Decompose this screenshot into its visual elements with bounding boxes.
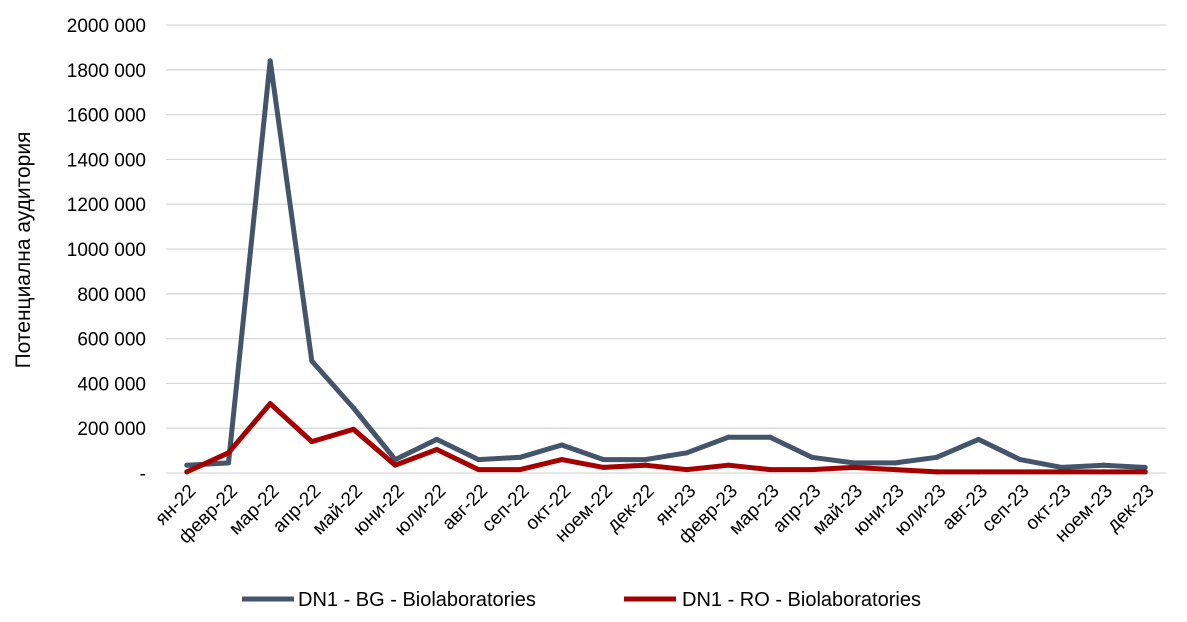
series-lines bbox=[184, 58, 1148, 475]
data-point bbox=[726, 462, 731, 468]
data-point bbox=[184, 469, 190, 475]
y-tick-label: 200 000 bbox=[77, 419, 146, 440]
data-point bbox=[976, 436, 981, 442]
y-tick-label: 1800 000 bbox=[67, 61, 146, 82]
legend: DN1 - BG - Biolaboratories DN1 - RO - Bio… bbox=[242, 589, 921, 611]
legend-label: DN1 - BG - Biolaboratories bbox=[298, 589, 536, 611]
data-point bbox=[226, 450, 231, 456]
data-point bbox=[851, 460, 856, 466]
y-tick-label: 800 000 bbox=[77, 285, 146, 306]
data-point bbox=[1142, 464, 1148, 470]
y-tick-label: 1000 000 bbox=[67, 240, 146, 261]
data-point bbox=[767, 434, 773, 440]
data-point bbox=[1017, 469, 1023, 475]
data-point bbox=[601, 457, 606, 463]
data-point bbox=[1142, 469, 1148, 475]
series-line-2 bbox=[184, 401, 1148, 475]
y-axis-ticks: - 200 000 400 000 600 000 800 000 1000 000 120… bbox=[67, 16, 146, 485]
data-point bbox=[267, 401, 273, 407]
y-tick-label: 400 000 bbox=[77, 374, 146, 395]
data-point bbox=[1017, 457, 1023, 463]
data-point bbox=[851, 464, 856, 470]
data-point bbox=[601, 464, 606, 470]
data-point bbox=[1101, 469, 1106, 475]
data-point bbox=[351, 405, 356, 411]
data-point bbox=[767, 467, 773, 473]
y-tick-label: 1200 000 bbox=[67, 195, 146, 216]
x-axis-ticks: ян-22февр-22мар-22апр-22май-22юни-22юли-… bbox=[151, 481, 1158, 548]
legend-item: DN1 - BG - Biolaboratories bbox=[242, 589, 536, 611]
x-tick-label: дек-22 bbox=[603, 481, 658, 536]
data-point bbox=[642, 457, 648, 463]
data-point bbox=[809, 467, 815, 473]
data-point bbox=[809, 454, 815, 460]
data-point bbox=[642, 462, 648, 468]
x-tick-label: сеп-23 bbox=[978, 481, 1034, 537]
series-line-1 bbox=[184, 58, 1148, 470]
x-tick-label: сеп-22 bbox=[478, 481, 534, 537]
data-point bbox=[434, 436, 440, 442]
data-point bbox=[517, 467, 523, 473]
data-point bbox=[434, 446, 440, 452]
data-point bbox=[517, 454, 523, 460]
legend-label: DN1 - RO - Biolaboratories bbox=[682, 589, 921, 611]
data-point bbox=[226, 460, 231, 466]
data-point bbox=[1059, 469, 1065, 475]
data-point bbox=[976, 469, 981, 475]
gridlines bbox=[166, 24, 1166, 474]
y-axis-title: Потенциална аудитория bbox=[12, 132, 35, 369]
data-point bbox=[684, 450, 690, 456]
data-point bbox=[1059, 464, 1065, 470]
y-tick-label: 1600 000 bbox=[67, 106, 146, 127]
y-tick-label: - bbox=[140, 464, 146, 485]
data-point bbox=[1101, 462, 1106, 468]
data-point bbox=[892, 460, 898, 466]
data-point bbox=[267, 58, 273, 64]
y-tick-label: 1400 000 bbox=[67, 150, 146, 171]
data-point bbox=[559, 457, 565, 463]
data-point bbox=[309, 439, 315, 445]
legend-item: DN1 - RO - Biolaboratories bbox=[624, 589, 921, 611]
y-tick-label: 600 000 bbox=[77, 330, 146, 351]
data-point bbox=[351, 426, 356, 432]
x-tick-label: дек-23 bbox=[1103, 481, 1158, 536]
data-point bbox=[309, 358, 315, 364]
data-point bbox=[184, 462, 190, 468]
data-point bbox=[726, 434, 731, 440]
data-point bbox=[476, 467, 481, 473]
data-point bbox=[684, 467, 690, 473]
y-tick-label: 2000 000 bbox=[67, 16, 146, 37]
data-point bbox=[892, 467, 898, 473]
data-point bbox=[934, 469, 940, 475]
data-point bbox=[476, 457, 481, 463]
data-point bbox=[392, 462, 398, 468]
data-point bbox=[559, 442, 565, 448]
data-point bbox=[934, 454, 940, 460]
